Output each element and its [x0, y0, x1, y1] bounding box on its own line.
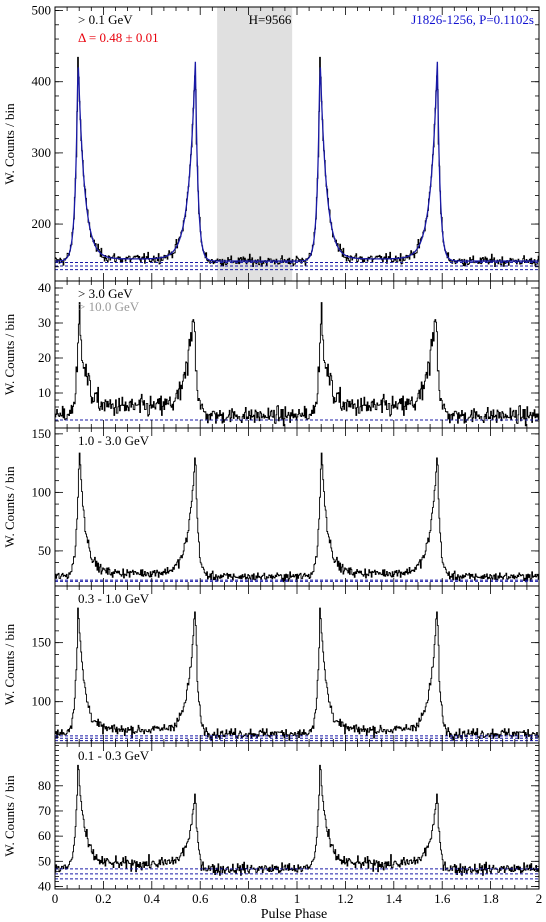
light-curve-histogram — [55, 302, 539, 427]
y-tick-label: 100 — [32, 694, 52, 709]
y-axis-label: W. Counts / bin — [2, 103, 17, 185]
y-tick-label: 50 — [38, 543, 51, 558]
y-tick-label: 20 — [38, 350, 51, 365]
energy-label: > 3.0 GeV — [78, 286, 133, 301]
x-tick-label: 0.2 — [95, 891, 111, 906]
y-tick-label: 10 — [38, 385, 51, 400]
delta-label: Δ = 0.48 ± 0.01 — [78, 30, 159, 45]
light-curve-histogram — [55, 764, 539, 876]
secondary-energy-label: > 10.0 GeV — [78, 299, 140, 314]
y-axis-label: W. Counts / bin — [2, 313, 17, 395]
y-axis-label: W. Counts / bin — [2, 623, 17, 705]
y-axis-label: W. Counts / bin — [2, 775, 17, 857]
panel-5: 40 50 60 70 80 W. Counts / bin 0.1 - 0.3 GeV — [2, 742, 540, 893]
light-curve-histogram — [55, 607, 539, 741]
y-tick-label: 60 — [38, 828, 51, 843]
light-curve-histogram — [55, 56, 539, 267]
y-tick-label: 200 — [32, 216, 52, 231]
offpulse-band — [217, 7, 293, 281]
energy-label: > 0.1 GeV — [78, 12, 133, 27]
x-tick-label: 1.8 — [482, 891, 498, 906]
panel-4: 100 150 W. Counts / bin 0.3 - 1.0 GeV — [2, 585, 540, 744]
energy-label: 0.1 - 0.3 GeV — [78, 748, 150, 763]
x-tick-label: 0 — [52, 891, 59, 906]
panel-frame — [54, 6, 540, 282]
h-test-label: H=9566 — [249, 12, 292, 27]
x-tick-label: 0.4 — [144, 891, 161, 906]
y-tick-label: 30 — [38, 315, 51, 330]
y-tick-label: 150 — [32, 426, 52, 441]
y-tick-label: 400 — [32, 74, 52, 89]
energy-label: 0.3 - 1.0 GeV — [78, 591, 150, 606]
y-tick-label: 50 — [38, 853, 51, 868]
energy-label: 1.0 - 3.0 GeV — [78, 433, 150, 448]
y-tick-label: 500 — [32, 3, 52, 18]
panel-frame — [54, 427, 540, 587]
y-tick-label: 150 — [32, 635, 52, 650]
light-curve-histogram — [55, 452, 539, 583]
y-tick-label: 300 — [32, 145, 52, 160]
y-tick-label: 80 — [38, 778, 51, 793]
panel-frame — [54, 585, 540, 744]
x-tick-label: 2 — [536, 891, 543, 906]
pulse-fit-curve — [54, 61, 540, 262]
y-tick-label: 70 — [38, 803, 51, 818]
pulsar-label: J1826-1256, P=0.1102s — [411, 12, 534, 27]
x-tick-label: 0.6 — [192, 891, 209, 906]
y-tick-label: 40 — [38, 280, 51, 295]
x-tick-label: 0.8 — [240, 891, 256, 906]
panel-3: 50 100 150 W. Counts / bin 1.0 - 3.0 GeV — [2, 426, 540, 587]
panel-1: 200 300 400 500 W. Counts / bin > 0.1 GeV Δ = … — [2, 3, 540, 282]
x-tick-label: 1.6 — [434, 891, 451, 906]
panel-frame — [54, 742, 540, 890]
x-axis-label: Pulse Phase — [261, 907, 328, 922]
x-tick-label: 1 — [294, 891, 301, 906]
x-tick-label: 1.2 — [337, 891, 353, 906]
y-axis-label: W. Counts / bin — [2, 466, 17, 548]
y-tick-label: 40 — [38, 878, 51, 893]
y-tick-label: 100 — [32, 484, 52, 499]
x-tick-label: 1.4 — [386, 891, 403, 906]
panel-2: 10 20 30 40 W. Counts / bin > 3.0 GeV> 10.0 G… — [2, 280, 540, 429]
